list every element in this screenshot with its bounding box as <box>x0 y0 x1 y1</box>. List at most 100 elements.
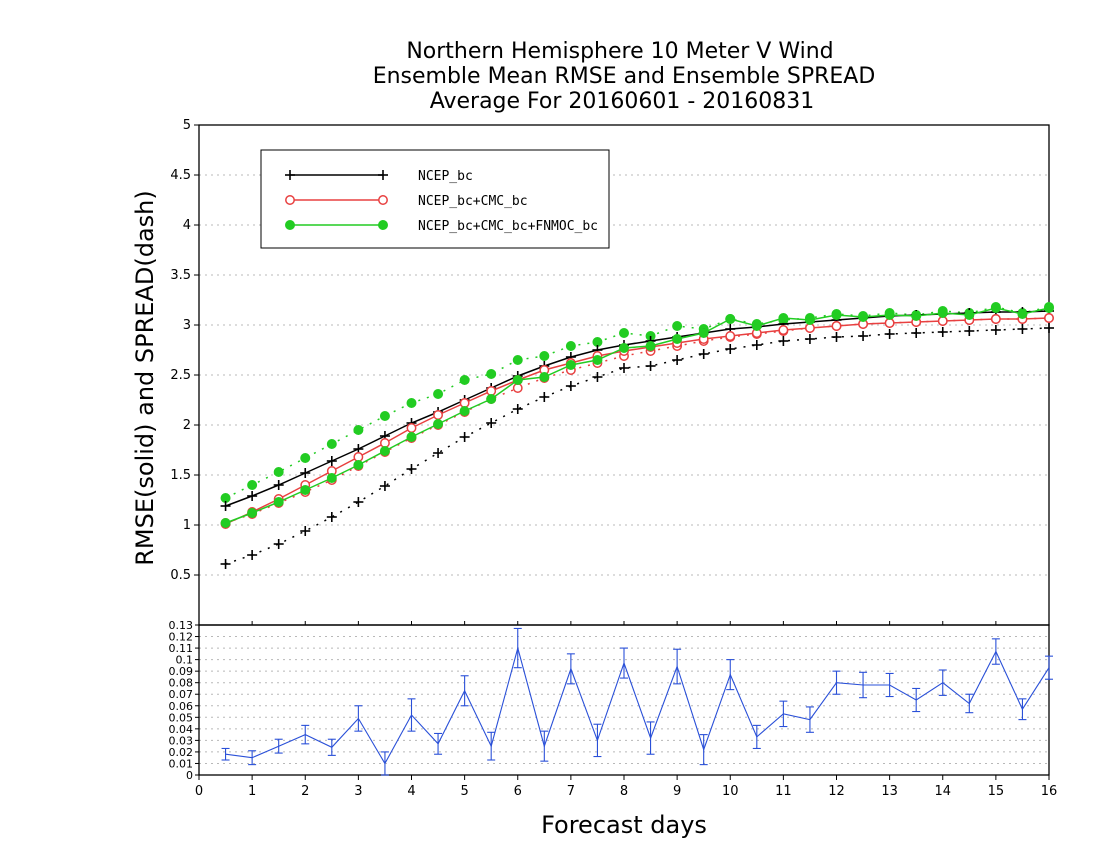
series-5-point <box>300 453 311 463</box>
series-2-point <box>619 343 629 353</box>
chart-title-line2: Ensemble Mean RMSE and Ensemble SPREAD <box>373 64 876 89</box>
series-3-point <box>592 372 603 382</box>
series-3-point <box>725 344 736 354</box>
x-tick-label: 6 <box>514 784 522 799</box>
bottom-y-tick-label: 0.02 <box>169 746 194 759</box>
series-1-point <box>406 423 417 433</box>
bottom-y-tick-label: 0.09 <box>169 665 194 678</box>
legend-marker-2 <box>378 220 388 230</box>
top-y-tick-label: 0.5 <box>170 568 191 583</box>
x-tick-label: 1 <box>248 784 256 799</box>
series-2-point <box>379 446 390 456</box>
legend-marker-0 <box>378 170 388 180</box>
bottom-y-tick-label: 0.1 <box>176 654 194 667</box>
top-y-tick-label: 1.5 <box>170 468 191 483</box>
series-5-point <box>672 321 683 331</box>
series-2-point <box>353 460 364 470</box>
x-tick-label: 7 <box>567 784 575 799</box>
bottom-y-tick-label: 0.07 <box>169 688 194 701</box>
error-bar <box>673 648 682 685</box>
error-bar <box>301 724 310 745</box>
diff-layer <box>221 627 1053 776</box>
x-tick-label: 12 <box>828 784 845 799</box>
error-bar <box>380 751 389 776</box>
series-5-point <box>619 328 629 338</box>
series-2-point <box>804 315 815 325</box>
series-2-point <box>831 310 842 320</box>
x-tick-label: 8 <box>620 784 628 799</box>
bottom-y-tick-label: 0.13 <box>169 619 194 632</box>
bottom-y-tick-label: 0.12 <box>169 631 194 644</box>
series-0-point <box>247 491 258 501</box>
x-axis-title: Forecast days <box>541 811 707 839</box>
bottom-y-tick-label: 0.03 <box>169 734 194 747</box>
series-1-point <box>884 318 895 328</box>
legend-marker-2 <box>285 220 295 230</box>
error-bar <box>540 730 549 762</box>
series-3-point <box>459 432 470 442</box>
series-3-point <box>831 332 842 342</box>
series-3-point <box>512 404 523 414</box>
series-2-point <box>486 394 497 404</box>
series-3-point <box>619 363 629 373</box>
x-tick-label: 14 <box>934 784 951 799</box>
series-layer <box>220 302 1054 569</box>
series-5-point <box>539 351 550 361</box>
series-3-point <box>645 361 656 371</box>
series-line-1 <box>225 317 1050 525</box>
series-5-point <box>565 341 576 351</box>
series-3-point <box>220 559 231 569</box>
series-0-point <box>273 480 284 490</box>
series-2-point <box>1017 309 1028 319</box>
error-bar <box>274 738 283 754</box>
error-bar <box>248 750 257 766</box>
error-bar <box>859 671 868 699</box>
series-3-point <box>884 329 895 339</box>
error-bar <box>407 698 416 732</box>
series-2-point <box>778 313 789 323</box>
series-2-point <box>884 310 895 320</box>
error-bar <box>885 672 894 698</box>
series-1-point <box>831 321 842 331</box>
error-bar <box>354 705 363 732</box>
series-2-point <box>751 321 762 331</box>
error-bar <box>566 653 575 685</box>
bottom-y-tick-label: 0.04 <box>169 723 194 736</box>
series-3-point <box>486 418 497 428</box>
top-y-tick-label: 5 <box>183 118 191 133</box>
x-tick-label: 9 <box>673 784 681 799</box>
series-3-point <box>778 336 789 346</box>
top-y-tick-label: 2.5 <box>170 368 191 383</box>
series-1-point <box>778 325 789 335</box>
x-tick-label: 11 <box>775 784 792 799</box>
grid-layer <box>199 174 1049 764</box>
series-line-2 <box>225 307 1050 524</box>
legend-label-2: NCEP_bc+CMC_bc+FNMOC_bc <box>418 219 598 234</box>
series-2-point <box>300 485 311 495</box>
series-1-point <box>433 410 444 420</box>
error-bar <box>221 747 230 761</box>
series-3-point <box>698 349 709 359</box>
error-bar <box>699 734 708 766</box>
error-bar <box>1018 698 1027 721</box>
series-3-point <box>353 497 364 507</box>
y-axis-title: RMSE(solid) and SPREAD(dash) <box>131 190 159 566</box>
series-2-point <box>406 432 417 442</box>
error-bar <box>779 700 788 728</box>
series-2-point <box>512 375 523 385</box>
error-bar <box>620 647 628 679</box>
series-2-point <box>247 508 258 518</box>
series-5-point <box>459 375 470 385</box>
series-2-point <box>539 372 550 382</box>
x-tick-label: 10 <box>722 784 739 799</box>
series-2-point <box>565 360 576 370</box>
bottom-y-tick-label: 0.08 <box>169 677 194 690</box>
series-1-point <box>459 398 470 408</box>
top-y-tick-label: 4.5 <box>170 168 191 183</box>
error-bar <box>832 670 841 695</box>
series-3-point <box>911 328 922 338</box>
series-2-point <box>698 328 709 338</box>
series-5-point <box>512 355 523 365</box>
bottom-plot-frame <box>198 624 1050 776</box>
series-3-point <box>247 550 258 560</box>
